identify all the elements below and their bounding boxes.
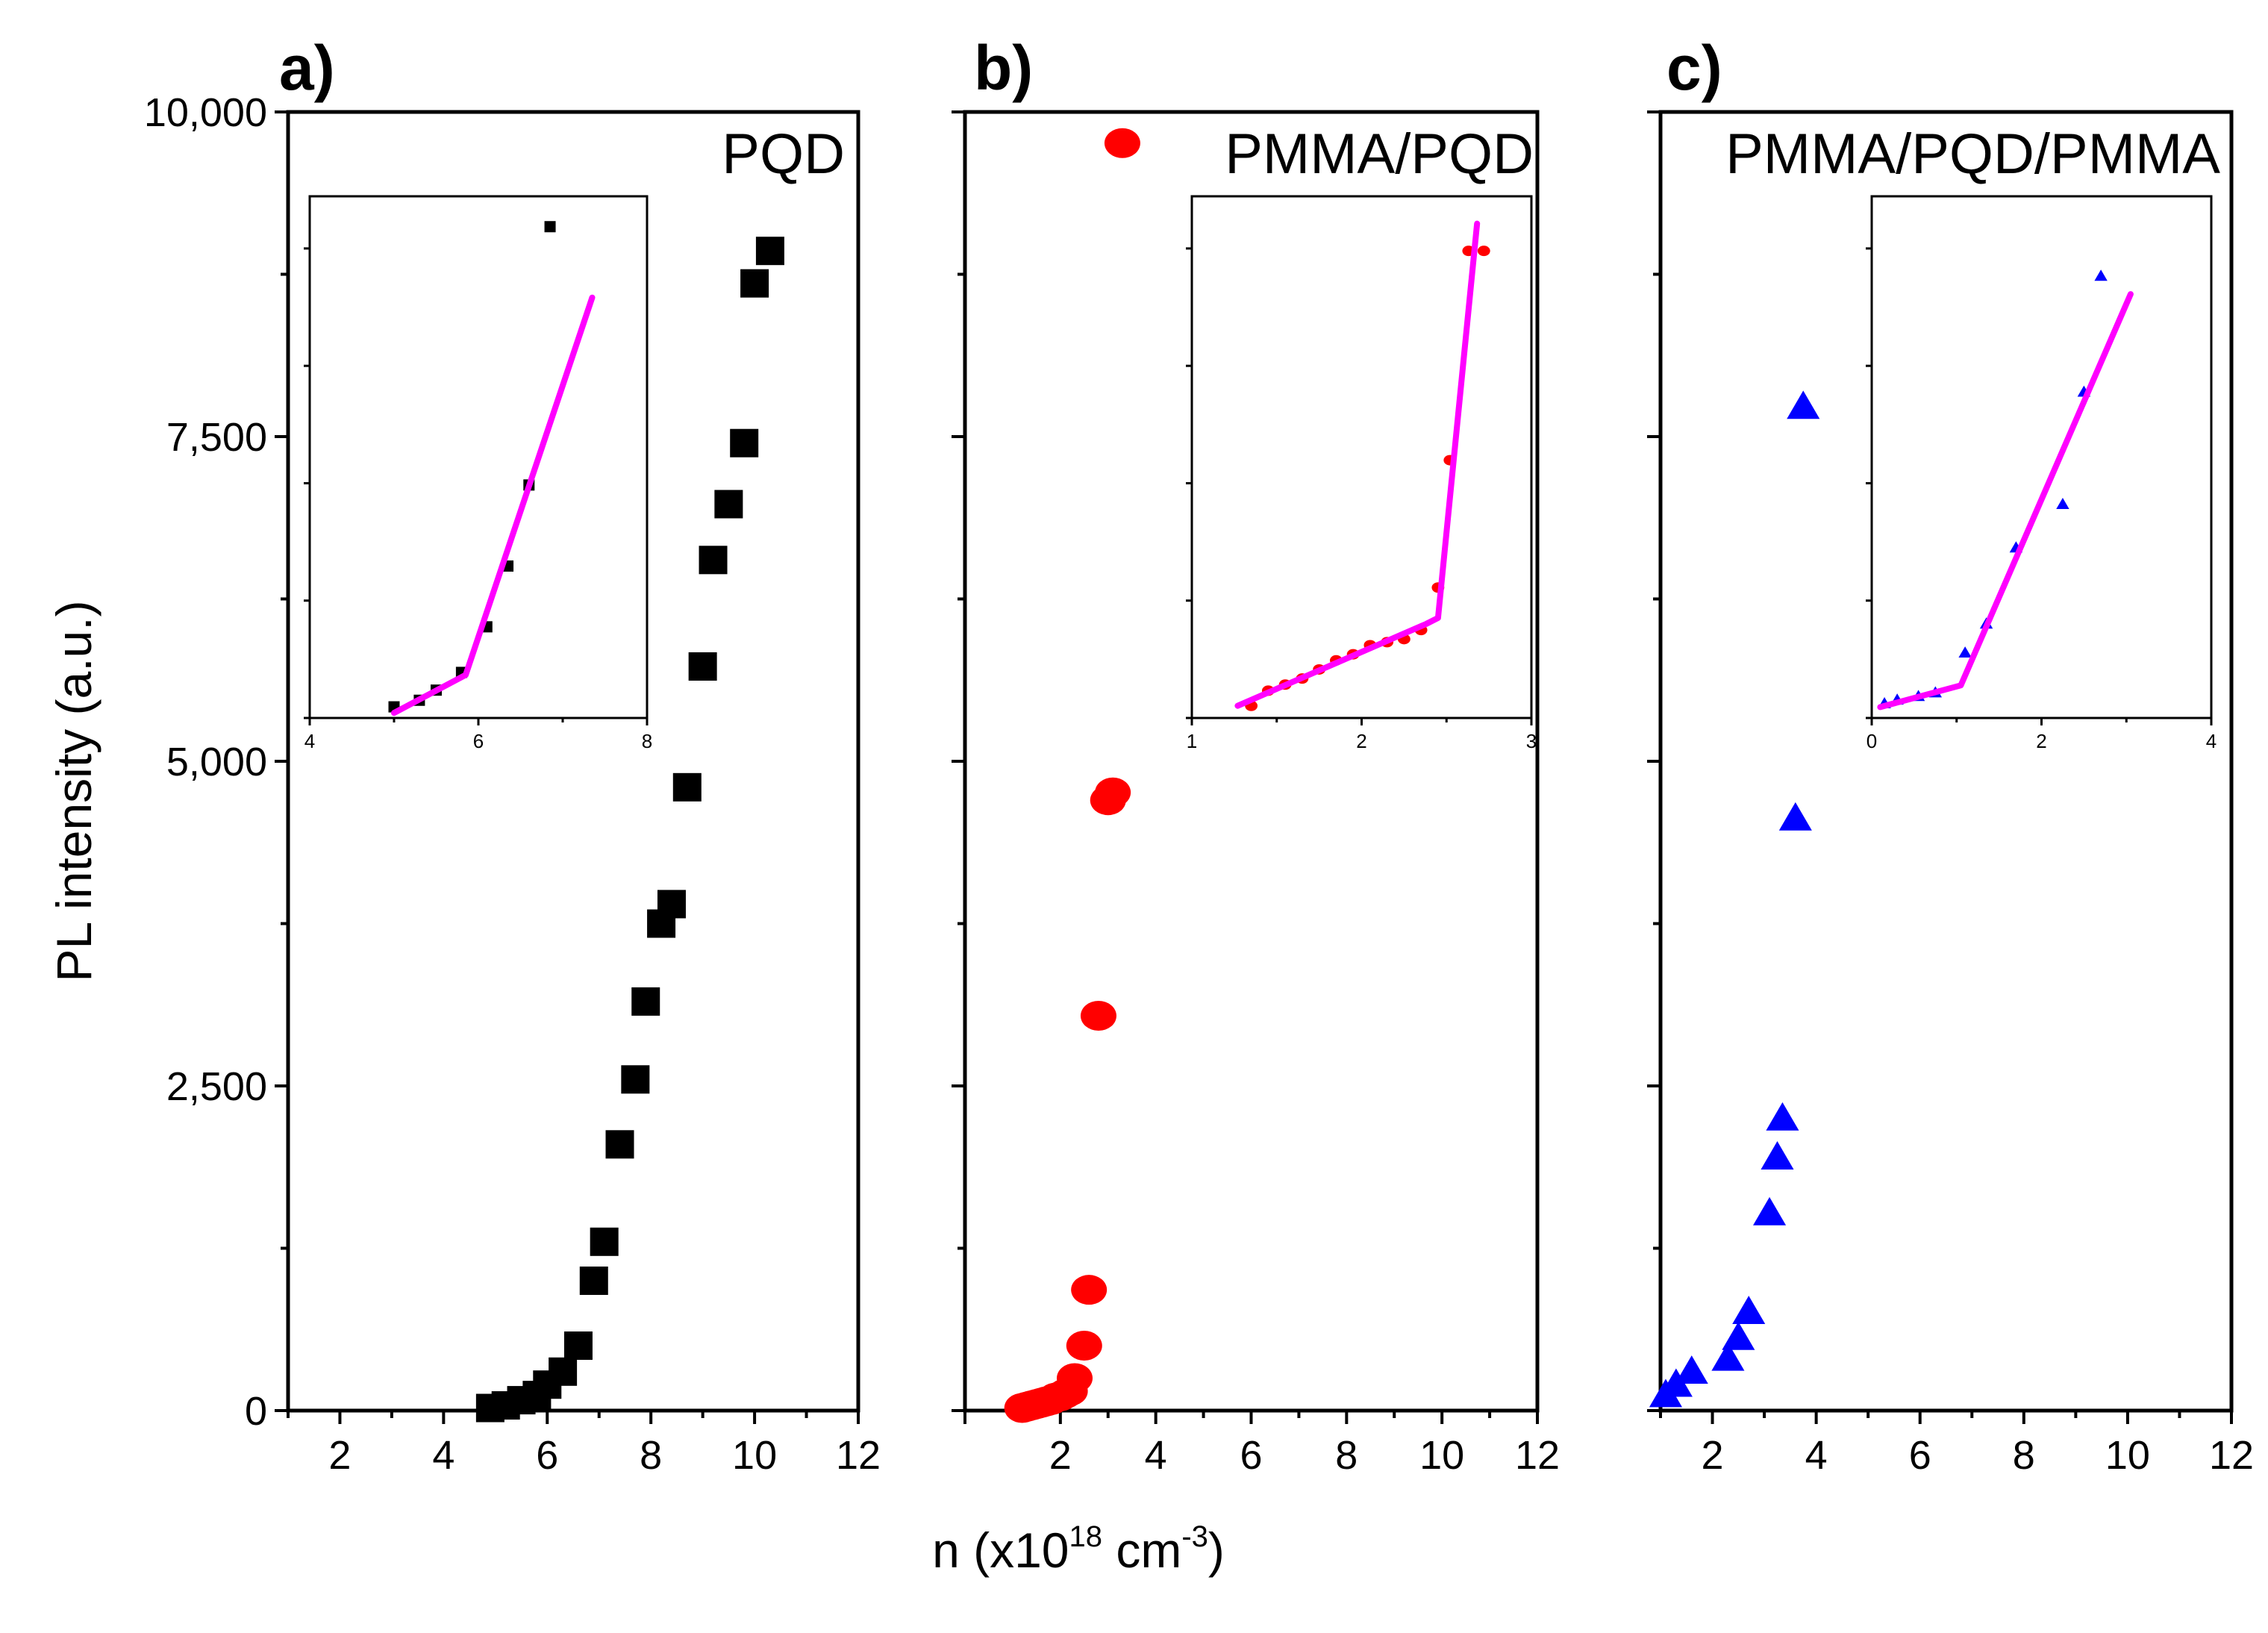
- y-tick-label: 10,000: [144, 90, 267, 135]
- inset-fit-line: [391, 294, 596, 716]
- inset-data-point: [1958, 646, 1972, 658]
- data-point: [1071, 1275, 1108, 1305]
- inset-fit-line: [1234, 220, 1481, 709]
- x-axis-title: n (x1018 cm-3): [932, 1520, 1225, 1578]
- x-axis-title-end: ): [1208, 1523, 1225, 1578]
- data-point: [730, 428, 759, 458]
- data-point: [1066, 1331, 1102, 1361]
- data-point: [1761, 1141, 1794, 1170]
- x-axis-title-exp1: 18: [1069, 1520, 1103, 1553]
- x-axis-title-exp2: -3: [1181, 1520, 1208, 1553]
- data-point: [1675, 1355, 1708, 1384]
- data-point: [1753, 1196, 1787, 1225]
- data-point: [657, 890, 686, 919]
- inset-x-tick-label: 8: [642, 730, 652, 752]
- data-point: [1711, 1342, 1745, 1371]
- x-tick-label: 4: [1805, 1433, 1828, 1478]
- data-point: [672, 772, 702, 802]
- x-tick-label: 12: [2209, 1433, 2254, 1478]
- y-tick-label: 2,500: [166, 1064, 267, 1109]
- data-point: [1778, 802, 1812, 831]
- x-axis-title-base: n (x10: [932, 1523, 1069, 1578]
- inset: 0 2 4: [1866, 195, 2217, 752]
- x-tick-label: 4: [432, 1433, 454, 1478]
- data-point: [688, 652, 717, 681]
- y-axis-title: PL intensity (a.u.): [46, 600, 101, 981]
- sample-title: PMMA/PQD/PMMA: [1725, 122, 2220, 186]
- plot-frame: [1658, 110, 2234, 1413]
- data-point: [579, 1267, 608, 1295]
- data-point: [1766, 1102, 1799, 1131]
- sample-title: PMMA/PQD: [1225, 122, 1534, 186]
- panel-1: 0 2,500 5,000 7,500 10,000 2 4 6 8 10 12 a) PQD 4 6 8: [144, 33, 881, 1478]
- data-point: [699, 546, 728, 575]
- inset-frame: [1870, 195, 2213, 719]
- x-tick-label: 10: [2105, 1433, 2150, 1478]
- x-axis-title-mid: cm: [1102, 1523, 1181, 1578]
- y-tick-label: 7,500: [166, 415, 267, 460]
- inset-x-tick-label: 3: [1526, 730, 1537, 752]
- inset-x-tick-label: 2: [1356, 730, 1366, 752]
- sample-title: PQD: [722, 122, 845, 186]
- x-tick-label: 6: [1909, 1433, 1931, 1478]
- x-tick-label: 2: [1702, 1433, 1724, 1478]
- plot-frame: [963, 110, 1540, 1413]
- data-point: [1095, 777, 1131, 808]
- x-tick-label: 12: [1515, 1433, 1560, 1478]
- inset-x-tick-label: 0: [1866, 730, 1877, 752]
- inset: 4 6 8: [304, 195, 652, 752]
- data-point: [1732, 1296, 1766, 1325]
- data-point: [549, 1357, 578, 1386]
- inset-x-tick-label: 4: [304, 730, 315, 752]
- inset-data-point: [2094, 269, 2108, 281]
- data-point: [590, 1227, 619, 1256]
- data-point: [605, 1130, 634, 1159]
- data-point: [755, 237, 784, 266]
- inset-fit-line: [1877, 291, 2134, 711]
- panel-label: b): [974, 33, 1033, 103]
- inset-data-point: [1477, 246, 1490, 257]
- data-point: [1104, 128, 1140, 158]
- x-tick-label: 4: [1145, 1433, 1167, 1478]
- x-tick-label: 8: [640, 1433, 662, 1478]
- x-tick-label: 12: [836, 1433, 881, 1478]
- x-tick-label: 2: [328, 1433, 351, 1478]
- data-point: [621, 1065, 650, 1094]
- panel-label: a): [279, 33, 335, 103]
- data-point: [1787, 390, 1820, 419]
- data-point: [1057, 1363, 1093, 1393]
- plot-frame: [286, 110, 860, 1413]
- data-point: [740, 269, 769, 298]
- inset: 1 2 3: [1186, 195, 1537, 752]
- inset-x-tick-label: 1: [1187, 730, 1197, 752]
- inset-x-tick-label: 2: [2036, 730, 2046, 752]
- y-tick-label: 0: [245, 1389, 267, 1434]
- inset-x-tick-label: 4: [2206, 730, 2217, 752]
- x-tick-label: 6: [536, 1433, 558, 1478]
- inset-data-point: [544, 221, 556, 233]
- y-tick-label: 5,000: [166, 740, 267, 784]
- x-tick-label: 2: [1049, 1433, 1072, 1478]
- x-tick-label: 8: [1335, 1433, 1358, 1478]
- inset-x-tick-label: 6: [473, 730, 484, 752]
- panel-3: 2 4 6 8 10 12 c)PMMA/PQD/PMMA 0 2 4: [1647, 33, 2254, 1478]
- data-point: [631, 987, 660, 1016]
- data-point: [563, 1331, 593, 1360]
- inset-data-point: [2056, 498, 2069, 510]
- x-tick-label: 10: [732, 1433, 777, 1478]
- x-tick-label: 8: [2013, 1433, 2035, 1478]
- inset-frame: [1190, 195, 1533, 719]
- data-point: [1080, 1001, 1116, 1031]
- data-point: [1722, 1321, 1755, 1350]
- panel-label: c): [1666, 33, 1722, 103]
- x-tick-label: 6: [1240, 1433, 1262, 1478]
- x-tick-label: 10: [1419, 1433, 1464, 1478]
- data-point: [714, 490, 743, 519]
